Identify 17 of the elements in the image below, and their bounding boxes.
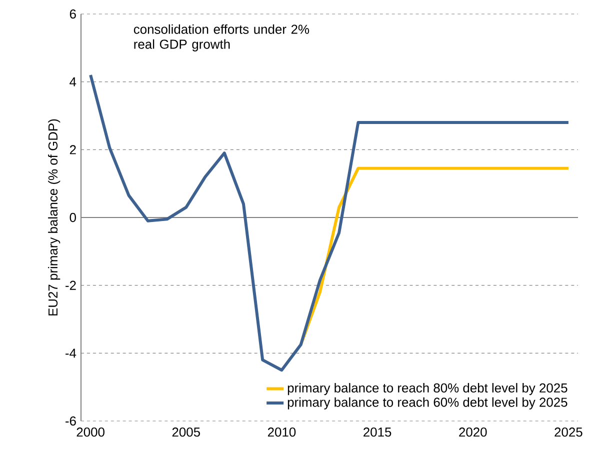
y-tick-label: -6: [66, 416, 76, 426]
y-tick-label: 6: [70, 9, 76, 19]
x-tick-label: 2020: [459, 428, 487, 437]
x-tick-label: 2010: [268, 428, 296, 437]
y-tick-label: 0: [70, 212, 76, 222]
x-tick-label: 2025: [554, 428, 582, 437]
annotation: consolidation efforts under 2% real GDP growth: [134, 24, 310, 52]
y-tick-label: -2: [66, 280, 76, 290]
x-tick-label: 2000: [76, 428, 104, 437]
x-tick-label: 2005: [172, 428, 200, 437]
legend-label: primary balance to reach 60% debt level by 2025: [288, 397, 568, 410]
y-tick-label: 4: [70, 77, 76, 86]
legend-label: primary balance to reach 80% debt level by 2025: [288, 383, 568, 396]
y-tick-label: -4: [66, 348, 76, 358]
x-tick-label: 2015: [364, 428, 392, 437]
y-axis-title: EU27 primary balance (% of GDP): [48, 119, 60, 316]
y-tick-label: 2: [70, 145, 76, 154]
